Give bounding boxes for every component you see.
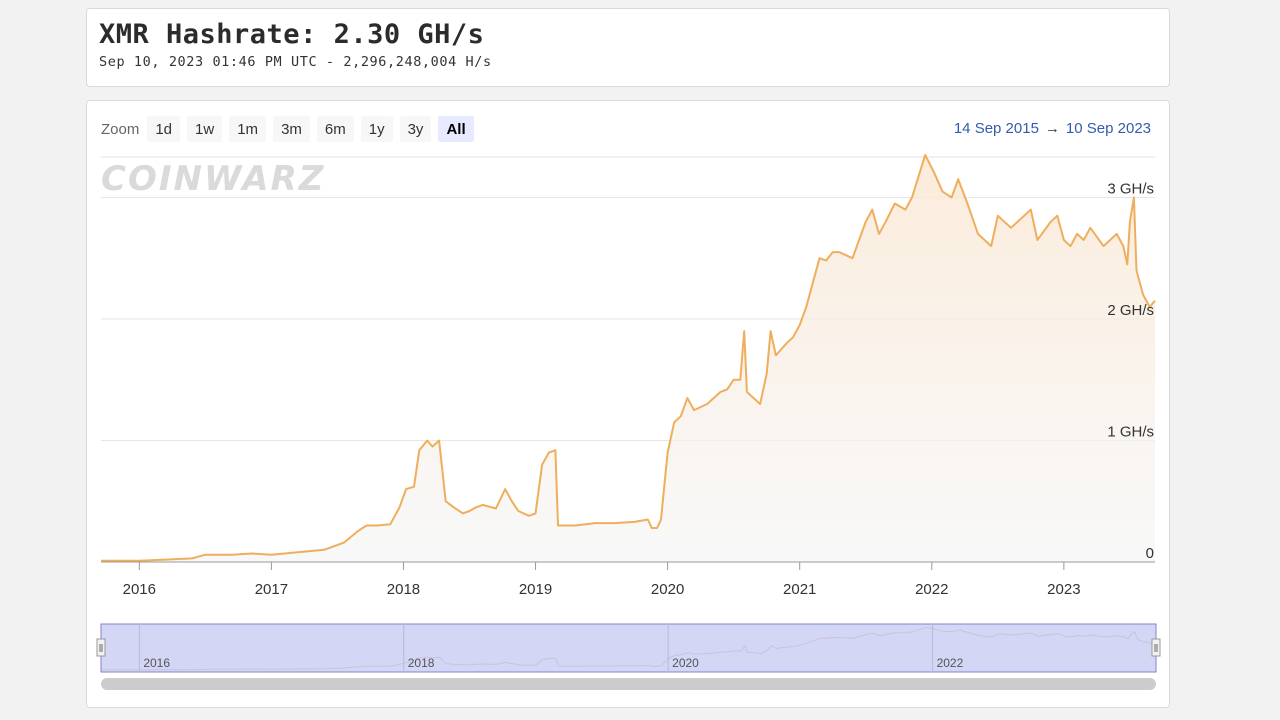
x-tick-label: 2020	[651, 581, 684, 598]
zoom-1y-button[interactable]: 1y	[360, 116, 393, 142]
chart-card: Zoom 1d 1w 1m 3m 6m 1y 3y All 14 Sep 201…	[86, 100, 1170, 708]
zoom-label: Zoom	[101, 120, 140, 138]
y-axis: 0 1 GH/s 2 GH/s 3 GH/s	[1107, 180, 1154, 562]
x-tick-label: 2018	[387, 581, 420, 598]
zoom-1w-button[interactable]: 1w	[187, 116, 223, 142]
navigator-tick-label: 2018	[408, 656, 435, 670]
zoom-3y-button[interactable]: 3y	[399, 116, 432, 142]
navigator-axis: 2016 2018 2020 2022	[138, 624, 964, 672]
navigator-selected-range[interactable]	[100, 623, 1157, 673]
right-handle-box[interactable]	[1151, 638, 1161, 657]
left-handle-box[interactable]	[96, 638, 106, 657]
y-tick-label: 1 GH/s	[1107, 423, 1154, 440]
x-tick-label: 2019	[519, 581, 552, 598]
zoom-6m-button[interactable]: 6m	[316, 116, 354, 142]
range-end-date[interactable]: 10 Sep 2023	[1065, 120, 1151, 137]
hashrate-timestamp: Sep 10, 2023 01:46 PM UTC - 2,296,248,00…	[99, 54, 492, 70]
hashrate-line	[101, 153, 1156, 562]
zoom-1d-button[interactable]: 1d	[147, 116, 181, 142]
x-tick-label: 2016	[123, 581, 156, 598]
navigator-tick-label: 2020	[672, 656, 699, 670]
range-start-date[interactable]: 14 Sep 2015	[953, 120, 1039, 137]
zoom-3m-button[interactable]: 3m	[273, 116, 310, 142]
navigator-left-handle[interactable]	[96, 638, 106, 657]
navigator-right-handle[interactable]	[1151, 638, 1161, 657]
navigator-scrollbar[interactable]	[101, 678, 1156, 690]
zoom-all-button[interactable]: All	[438, 116, 474, 142]
x-tick-label: 2023	[1047, 581, 1080, 598]
y-tick-label: 3 GH/s	[1107, 180, 1154, 197]
coinwarz-watermark: COINWARZ	[101, 159, 326, 199]
page-title: XMR Hashrate: 2.30 GH/s	[99, 19, 485, 50]
hashrate-area	[101, 154, 1155, 562]
x-tick-label: 2022	[915, 581, 948, 598]
navigator[interactable]: 2016 2018 2020 2022	[96, 623, 1161, 690]
y-tick-label: 2 GH/s	[1107, 302, 1154, 319]
x-axis: 2016 2017 2018 2019 2020 2021 2022 2023	[123, 562, 1081, 598]
navigator-tick-label: 2022	[937, 656, 964, 670]
navigator-tick-label: 2016	[143, 656, 170, 670]
zoom-selector: Zoom 1d 1w 1m 3m 6m 1y 3y All	[101, 116, 481, 142]
x-tick-label: 2021	[783, 581, 816, 598]
hashrate-chart: 0 1 GH/s 2 GH/s 3 GH/s 2016 2017 2018 2019 2020…	[96, 153, 1161, 690]
range-arrow: →	[1044, 120, 1060, 137]
date-range: 14 Sep 2015 → 10 Sep 2023	[954, 120, 1151, 137]
x-tick-label: 2017	[255, 581, 288, 598]
header-card: XMR Hashrate: 2.30 GH/s Sep 10, 2023 01:…	[86, 8, 1170, 87]
y-tick-label: 0	[1146, 545, 1154, 562]
zoom-1m-button[interactable]: 1m	[229, 116, 267, 142]
